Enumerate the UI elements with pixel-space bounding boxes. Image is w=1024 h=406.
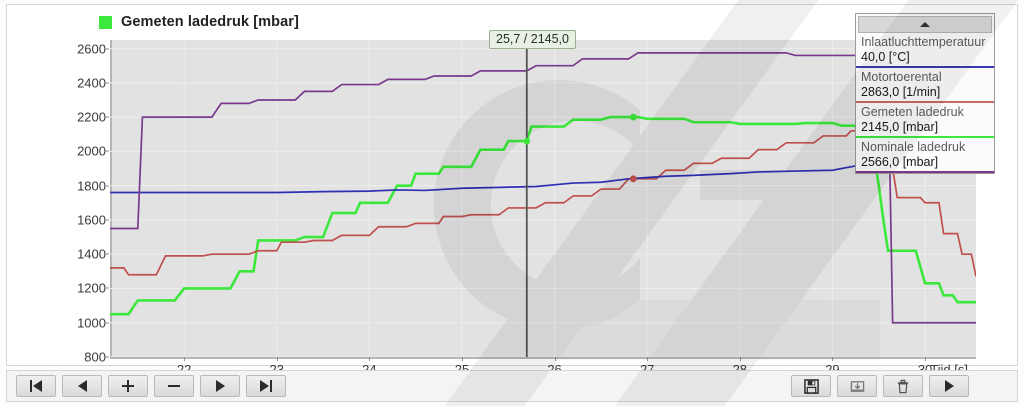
series-line bbox=[110, 164, 976, 194]
x-axis-tick-mark bbox=[554, 357, 556, 361]
cursor-value-tooltip: 25,7 / 2145,0 bbox=[489, 30, 576, 49]
x-axis-tick-mark bbox=[184, 357, 186, 361]
delete-button[interactable] bbox=[883, 375, 923, 397]
run-button[interactable] bbox=[929, 375, 969, 397]
data-point-marker bbox=[523, 137, 531, 145]
y-axis-tick-label: 2400 bbox=[77, 75, 106, 91]
play-back-icon bbox=[77, 380, 87, 392]
y-axis-tick-mark bbox=[104, 150, 109, 152]
save-button[interactable] bbox=[791, 375, 831, 397]
skip-to-end-button[interactable] bbox=[246, 375, 286, 397]
export-image-icon bbox=[850, 380, 864, 392]
action-controls-right bbox=[791, 375, 969, 397]
legend-panel[interactable]: Inlaatluchttemperatuur 40,0 [°C] Motortoer… bbox=[855, 13, 995, 174]
y-axis-tick-label: 1800 bbox=[77, 178, 106, 194]
y-axis-tick-mark bbox=[104, 116, 109, 118]
series-line bbox=[110, 52, 976, 324]
legend-entry[interactable]: Motortoerental 2863,0 [1/min] bbox=[856, 68, 994, 103]
legend-entry-value: 2145,0 [mbar] bbox=[861, 120, 939, 134]
data-point-marker bbox=[629, 113, 637, 121]
x-axis-tick-mark bbox=[647, 357, 649, 361]
data-point-marker bbox=[629, 175, 637, 183]
plot-lines bbox=[110, 40, 976, 357]
legend-entry-name: Inlaatluchttemperatuur bbox=[861, 35, 986, 49]
skip-forward-icon bbox=[260, 380, 269, 392]
skip-back-icon bbox=[30, 380, 32, 392]
legend-entry[interactable]: Gemeten ladedruk 2145,0 [mbar] bbox=[856, 103, 994, 138]
series-line bbox=[110, 115, 976, 316]
plus-icon bbox=[122, 380, 134, 392]
y-axis-tick-label: 1000 bbox=[77, 315, 106, 331]
y-axis-tick-mark bbox=[104, 322, 109, 324]
x-axis-tick-mark bbox=[276, 357, 278, 361]
legend-entry[interactable]: Nominale ladedruk 2566,0 [mbar] bbox=[856, 138, 994, 173]
legend-entry-list: Inlaatluchttemperatuur 40,0 [°C] Motortoer… bbox=[856, 33, 994, 173]
legend-entry-value: 2566,0 [mbar] bbox=[861, 155, 939, 169]
legend-entry-value: 2863,0 [1/min] bbox=[861, 85, 941, 99]
play-icon bbox=[944, 380, 954, 392]
skip-to-start-button[interactable] bbox=[16, 375, 56, 397]
playback-toolbar bbox=[6, 370, 1018, 402]
y-axis-tick-label: 800 bbox=[84, 349, 106, 365]
trash-icon bbox=[897, 379, 909, 393]
chart-title: Gemeten ladedruk [mbar] bbox=[99, 14, 299, 30]
play-button[interactable] bbox=[200, 375, 240, 397]
legend-entry-name: Motortoerental bbox=[861, 70, 942, 84]
zoom-out-button[interactable] bbox=[154, 375, 194, 397]
x-axis-tick-mark bbox=[832, 357, 834, 361]
export-button[interactable] bbox=[837, 375, 877, 397]
y-axis-tick-mark bbox=[104, 253, 109, 255]
chart-title-label: Gemeten ladedruk [mbar] bbox=[121, 14, 299, 30]
y-axis-tick-label: 2000 bbox=[77, 143, 106, 159]
minus-icon bbox=[168, 380, 180, 392]
y-axis-tick-mark bbox=[104, 48, 109, 50]
floppy-disk-icon bbox=[803, 378, 819, 394]
legend-entry-value: 40,0 [°C] bbox=[861, 50, 910, 64]
playback-controls-left bbox=[16, 375, 286, 397]
x-axis-tick-mark bbox=[461, 357, 463, 361]
legend-entry-name: Nominale ladedruk bbox=[861, 140, 966, 154]
y-axis-tick-label: 1400 bbox=[77, 246, 106, 262]
x-axis-tick-mark bbox=[925, 357, 927, 361]
y-axis-tick-label: 1600 bbox=[77, 212, 106, 228]
play-icon bbox=[215, 380, 225, 392]
x-axis-tick-mark bbox=[369, 357, 371, 361]
legend-collapse-button[interactable] bbox=[858, 16, 992, 33]
step-back-button[interactable] bbox=[62, 375, 102, 397]
chart-frame: Gemeten ladedruk [mbar] 800 1000 1200 1400 1… bbox=[6, 4, 1018, 377]
chart-title-color-swatch bbox=[99, 15, 112, 29]
legend-entry[interactable]: Inlaatluchttemperatuur 40,0 [°C] bbox=[856, 33, 994, 68]
y-axis-tick-mark bbox=[104, 287, 109, 289]
y-axis-tick-label: 2200 bbox=[77, 109, 106, 125]
y-axis-tick-label: 2600 bbox=[77, 41, 106, 57]
plot-area[interactable] bbox=[110, 40, 976, 357]
y-axis-tick-mark bbox=[104, 219, 109, 221]
y-axis-tick-mark bbox=[104, 82, 109, 84]
x-axis-tick-mark bbox=[739, 357, 741, 361]
x-axis-line bbox=[110, 357, 976, 359]
y-axis-tick-label: 1200 bbox=[77, 280, 106, 296]
y-axis: 800 1000 1200 1400 1600 1800 2000 2200 2400 2600 bbox=[52, 40, 109, 365]
y-axis-tick-mark bbox=[104, 356, 109, 358]
plot-background bbox=[110, 40, 976, 357]
zoom-in-button[interactable] bbox=[108, 375, 148, 397]
y-axis-tick-mark bbox=[104, 185, 109, 187]
legend-entry-name: Gemeten ladedruk bbox=[861, 105, 964, 119]
chevron-up-icon bbox=[920, 22, 930, 27]
